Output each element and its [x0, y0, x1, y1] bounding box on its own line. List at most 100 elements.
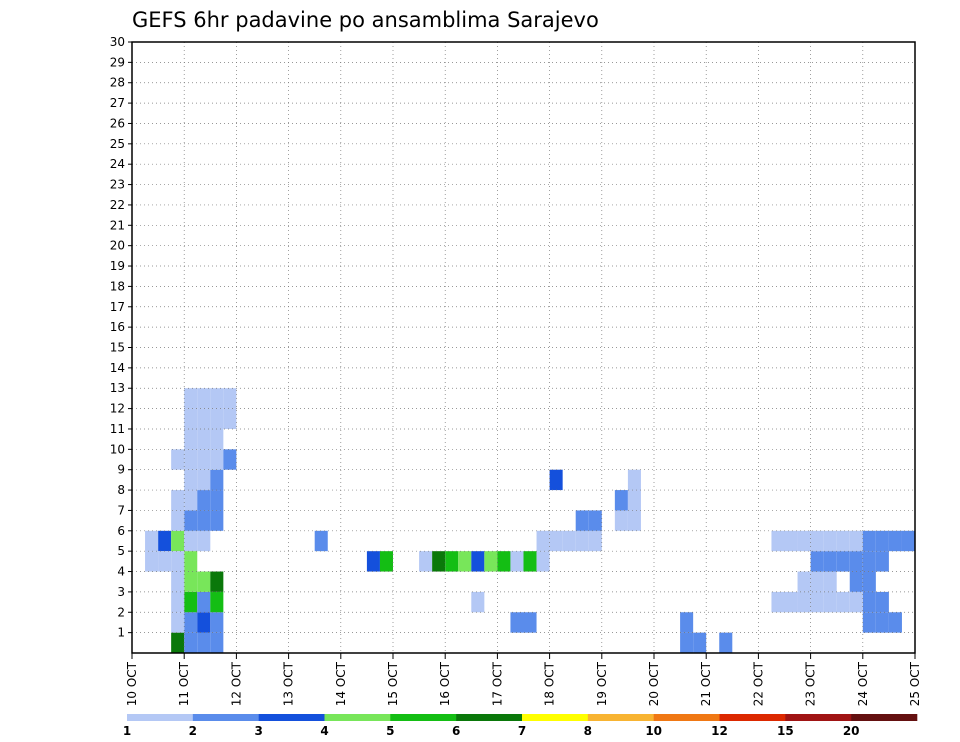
- y-tick-label: 17: [110, 300, 125, 314]
- heatmap-cell: [171, 612, 185, 633]
- legend-label: 8: [584, 724, 592, 738]
- y-tick-label: 4: [117, 565, 125, 579]
- heatmap-cell: [484, 551, 498, 572]
- heatmap-cell: [210, 490, 224, 511]
- x-tick-label: 18 OCT: [543, 661, 557, 706]
- heatmap-cell: [862, 612, 876, 633]
- legend-label: 6: [452, 724, 460, 738]
- heatmap-cell: [888, 612, 902, 633]
- heatmap-cell: [810, 551, 824, 572]
- heatmap-cell: [432, 551, 446, 572]
- y-tick-label: 28: [110, 76, 125, 90]
- heatmap-cell: [849, 591, 863, 613]
- heatmap-cell: [210, 388, 224, 409]
- legend-color-swatch: [127, 714, 194, 721]
- heatmap-cell: [158, 551, 172, 572]
- heatmap-cell: [184, 591, 198, 613]
- y-tick-label: 20: [110, 239, 125, 253]
- heatmap-cell: [471, 591, 485, 613]
- x-tick-label: 11 OCT: [177, 661, 191, 706]
- y-tick-label: 16: [110, 320, 125, 334]
- heatmap-cell: [458, 551, 472, 572]
- y-tick-label: 12: [110, 402, 125, 416]
- heatmap-cell: [210, 449, 224, 470]
- legend-color-swatch: [851, 714, 918, 721]
- heatmap-cell: [197, 571, 211, 592]
- heatmap-cell: [575, 530, 589, 552]
- y-tick-label: 9: [117, 463, 125, 477]
- heatmap-cell: [549, 469, 563, 491]
- heatmap-cell: [693, 632, 707, 653]
- heatmap-cell: [145, 551, 159, 572]
- heatmap-cell: [210, 571, 224, 592]
- heatmap-cell: [823, 591, 837, 613]
- legend-color-swatch: [653, 714, 720, 721]
- x-tick-label: 14 OCT: [334, 661, 348, 706]
- heatmap-cell: [171, 530, 185, 552]
- heatmap-cell: [549, 530, 563, 552]
- y-tick-label: 8: [117, 483, 125, 497]
- y-tick-label: 24: [110, 157, 125, 171]
- y-tick-label: 30: [110, 35, 125, 49]
- heatmap-cell: [210, 510, 224, 531]
- heatmap-cell: [823, 530, 837, 552]
- heatmap-cell: [379, 551, 393, 572]
- y-tick-label: 1: [117, 626, 125, 640]
- heatmap-cell: [184, 428, 198, 450]
- heatmap-cell: [875, 591, 889, 613]
- legend-label: 5: [386, 724, 394, 738]
- heatmap-cell: [862, 551, 876, 572]
- heatmap-cell: [627, 469, 641, 491]
- legend-color-swatch: [522, 714, 589, 721]
- heatmap-cell: [888, 530, 902, 552]
- heatmap-cell: [171, 551, 185, 572]
- legend-color-swatch: [324, 714, 391, 721]
- heatmap-cell: [471, 551, 485, 572]
- heatmap-cell: [171, 490, 185, 511]
- heatmap-cell: [197, 408, 211, 429]
- heatmap-cell: [184, 551, 198, 572]
- heatmap-cell: [797, 530, 811, 552]
- heatmap-cell: [523, 612, 537, 633]
- y-axis: 1234567891011121314151617181920212223242…: [110, 35, 132, 640]
- legend-color-swatch: [456, 714, 523, 721]
- x-tick-label: 12 OCT: [229, 661, 243, 706]
- heatmap-cell: [223, 388, 237, 409]
- heatmap-cell: [184, 530, 198, 552]
- heatmap-cell: [171, 510, 185, 531]
- x-axis: 10 OCT 11 OCT 12 OCT 13 OCT 14 OCT 15 OCT 16 O…: [125, 653, 922, 706]
- heatmap-cell: [171, 632, 185, 653]
- legend-label: 7: [518, 724, 526, 738]
- y-tick-label: 26: [110, 116, 125, 130]
- heatmap-cell: [184, 388, 198, 409]
- heatmap-cell: [901, 530, 915, 552]
- x-tick-label: 16 OCT: [438, 661, 452, 706]
- heatmap-cell: [223, 408, 237, 429]
- heatmap-cell: [575, 510, 589, 531]
- legend-color-swatch: [719, 714, 786, 721]
- x-tick-label: 13 OCT: [282, 661, 296, 706]
- heatmap-cell: [510, 612, 524, 633]
- heatmap-cells: [145, 388, 915, 653]
- heatmap-cell: [210, 632, 224, 653]
- heatmap-cell: [184, 632, 198, 653]
- heatmap-cell: [171, 571, 185, 592]
- heatmap-cell: [197, 632, 211, 653]
- heatmap-cell: [862, 591, 876, 613]
- heatmap-cell: [771, 591, 785, 613]
- heatmap-cell: [184, 469, 198, 491]
- legend-color-swatch: [587, 714, 654, 721]
- y-tick-label: 13: [110, 381, 125, 395]
- heatmap-cell: [784, 591, 798, 613]
- heatmap-cell: [810, 530, 824, 552]
- y-tick-label: 15: [110, 341, 125, 355]
- heatmap-cell: [223, 449, 237, 470]
- heatmap-cell: [797, 571, 811, 592]
- legend-label: 20: [843, 724, 860, 738]
- heatmap-cell: [197, 510, 211, 531]
- heatmap-cell: [197, 428, 211, 450]
- heatmap-cell: [366, 551, 380, 572]
- x-tick-label: 24 OCT: [856, 661, 870, 706]
- heatmap-cell: [849, 530, 863, 552]
